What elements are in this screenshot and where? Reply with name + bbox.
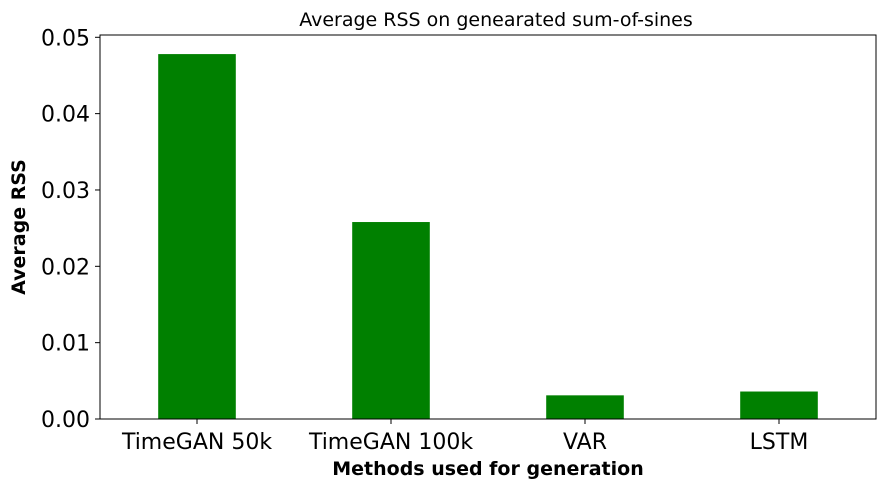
- y-axis: 0.00 0.01 0.02 0.03 0.04 0.05: [41, 26, 100, 433]
- y-axis-label: Average RSS: [8, 159, 30, 295]
- x-tick-label: LSTM: [750, 430, 809, 455]
- x-axis-label: Methods used for generation: [332, 458, 644, 480]
- x-tick-label: TimeGAN 50k: [121, 430, 272, 455]
- y-tick-label: 0.05: [41, 26, 90, 51]
- chart-title: Average RSS on genearated sum-of-sines: [299, 9, 693, 31]
- y-tick-label: 0.00: [41, 408, 90, 433]
- bar-timegan-100k: [352, 222, 430, 419]
- bar-timegan-50k: [158, 54, 236, 420]
- y-tick-label: 0.03: [41, 179, 90, 204]
- x-tick-label: VAR: [563, 430, 607, 455]
- x-tick-label: TimeGAN 100k: [308, 430, 473, 455]
- bars-group: [158, 54, 818, 420]
- y-tick-label: 0.01: [41, 332, 90, 357]
- x-axis: TimeGAN 50k TimeGAN 100k VAR LSTM: [121, 419, 808, 455]
- y-tick-label: 0.02: [41, 255, 90, 280]
- bar-lstm: [740, 391, 818, 419]
- y-tick-label: 0.04: [41, 103, 90, 128]
- plot-frame: [99, 34, 877, 420]
- bar-var: [546, 395, 624, 419]
